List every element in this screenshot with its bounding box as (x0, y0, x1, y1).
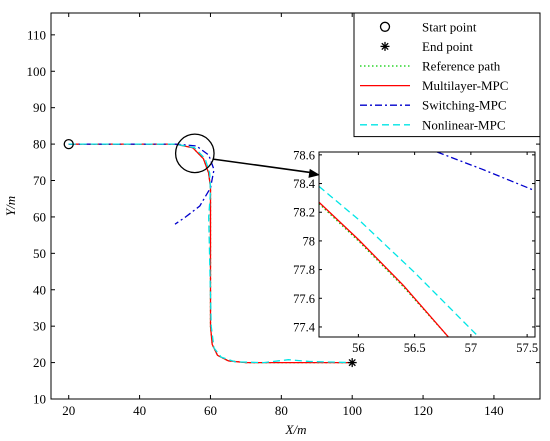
y-tick-label: 100 (27, 64, 47, 79)
x-axis-label: X/m (285, 422, 307, 437)
legend-item-switching-mpc: Switching-MPC (360, 98, 507, 113)
inset-series-line-switching-mpc (436, 152, 535, 192)
legend-item-end-point: End point (380, 39, 473, 54)
inset-y-tick-label: 78.4 (293, 177, 316, 191)
x-tick-label: 40 (133, 403, 146, 418)
legend-item-start-point: Start point (379, 19, 477, 34)
main-markers-layer (63, 138, 357, 368)
x-tick-label: 20 (62, 403, 75, 418)
y-tick-label: 10 (33, 392, 46, 407)
y-axis-label: Y/m (3, 196, 18, 216)
main-axis-ticks: 20 40 60 80 100 120 140 10 20 30 40 50 60 70 80 90 100 11… (27, 13, 540, 418)
series-line-nonlinear-mpc (68, 143, 353, 364)
legend-label: Multilayer-MPC (422, 78, 508, 93)
x-tick-label: 60 (204, 403, 217, 418)
y-tick-label: 80 (33, 137, 46, 152)
legend: Start point End point Reference path Multil… (353, 12, 541, 138)
main-series-layer (68, 143, 353, 364)
inset-x-tick-label: 57 (465, 341, 478, 355)
y-tick-label: 20 (33, 355, 46, 370)
zoom-indicator (174, 133, 320, 178)
y-tick-label: 50 (33, 246, 46, 261)
inset-series-line-multilayer-mpc (319, 201, 449, 337)
series-line-switching-mpc (68, 143, 215, 225)
inset-x-tick-label: 57.5 (516, 341, 538, 355)
y-tick-label: 90 (33, 100, 46, 115)
legend-label: Switching-MPC (422, 98, 507, 113)
inset-series-line-nonlinear-mpc (319, 185, 480, 337)
legend-label: Nonlinear-MPC (422, 117, 506, 132)
end-point-marker (347, 358, 357, 368)
x-tick-label: 120 (413, 403, 433, 418)
legend-swatch-end-point (380, 41, 390, 51)
y-tick-label: 60 (33, 209, 46, 224)
inset-background (319, 152, 535, 337)
y-tick-label: 70 (33, 173, 46, 188)
end-point-marker-stroke (348, 358, 356, 367)
legend-swatch-end-point-stroke (381, 42, 389, 51)
zoom-arrow-head (308, 168, 320, 178)
inset-series-layer (319, 152, 535, 337)
y-tick-label: 110 (27, 27, 46, 42)
inset-y-tick-label: 77.4 (293, 320, 316, 334)
start-point-marker (63, 138, 74, 150)
x-tick-label: 140 (484, 403, 504, 418)
zoom-arrow-line (212, 158, 311, 174)
legend-box (353, 12, 541, 138)
legend-label: End point (422, 39, 473, 54)
zoom-circle (174, 133, 215, 174)
legend-item-nonlinear-mpc: Nonlinear-MPC (360, 117, 506, 132)
inset-frame (318, 151, 536, 338)
inset-y-tick-label: 78.6 (293, 148, 315, 162)
inset-y-tick-label: 77.8 (293, 263, 315, 277)
x-tick-label: 100 (342, 403, 362, 418)
y-tick-label: 30 (33, 319, 46, 334)
legend-item-reference-path: Reference path (360, 59, 501, 74)
legend-label: Start point (422, 19, 477, 34)
inset-y-tick-label: 78 (303, 234, 316, 248)
legend-swatch-start-point (379, 21, 391, 32)
legend-label: Reference path (422, 59, 501, 74)
plot-frame (50, 12, 541, 400)
y-tick-label: 40 (33, 282, 46, 297)
inset-x-tick-label: 56 (352, 341, 365, 355)
inset-y-tick-label: 78.2 (293, 206, 315, 220)
inset-plot: 56 56.5 57 57.5 77.4 77.6 77.8 78 78.2 78.4 78.6 (293, 148, 538, 355)
inset-y-tick-label: 77.6 (293, 292, 315, 306)
legend-item-multilayer-mpc: Multilayer-MPC (360, 78, 508, 93)
inset-x-tick-label: 56.5 (404, 341, 426, 355)
x-tick-label: 80 (275, 403, 288, 418)
